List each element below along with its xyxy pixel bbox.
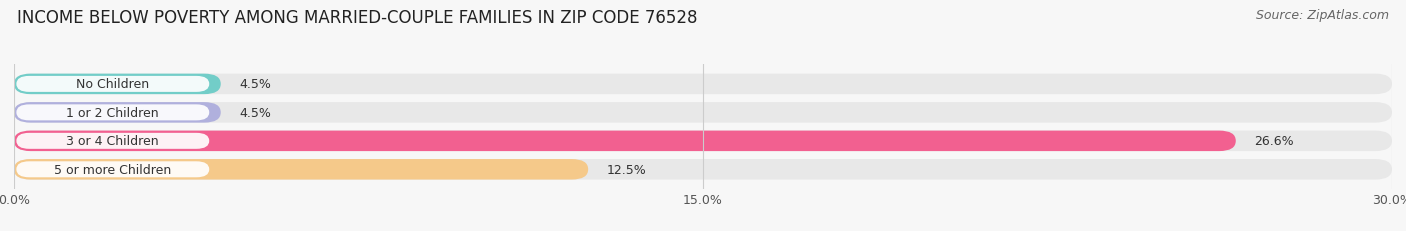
Text: 4.5%: 4.5%	[239, 78, 271, 91]
FancyBboxPatch shape	[14, 131, 1236, 152]
Text: 4.5%: 4.5%	[239, 106, 271, 119]
FancyBboxPatch shape	[17, 76, 209, 92]
Text: INCOME BELOW POVERTY AMONG MARRIED-COUPLE FAMILIES IN ZIP CODE 76528: INCOME BELOW POVERTY AMONG MARRIED-COUPL…	[17, 9, 697, 27]
Text: Source: ZipAtlas.com: Source: ZipAtlas.com	[1256, 9, 1389, 22]
Text: 26.6%: 26.6%	[1254, 135, 1294, 148]
FancyBboxPatch shape	[14, 131, 1392, 152]
Text: 3 or 4 Children: 3 or 4 Children	[66, 135, 159, 148]
FancyBboxPatch shape	[14, 74, 1392, 95]
FancyBboxPatch shape	[17, 105, 209, 121]
FancyBboxPatch shape	[14, 103, 221, 123]
FancyBboxPatch shape	[14, 159, 588, 180]
Text: 5 or more Children: 5 or more Children	[55, 163, 172, 176]
FancyBboxPatch shape	[17, 133, 209, 149]
FancyBboxPatch shape	[14, 103, 1392, 123]
FancyBboxPatch shape	[14, 159, 1392, 180]
Text: 12.5%: 12.5%	[606, 163, 647, 176]
FancyBboxPatch shape	[17, 162, 209, 178]
FancyBboxPatch shape	[14, 74, 221, 95]
Text: No Children: No Children	[76, 78, 149, 91]
Text: 1 or 2 Children: 1 or 2 Children	[66, 106, 159, 119]
